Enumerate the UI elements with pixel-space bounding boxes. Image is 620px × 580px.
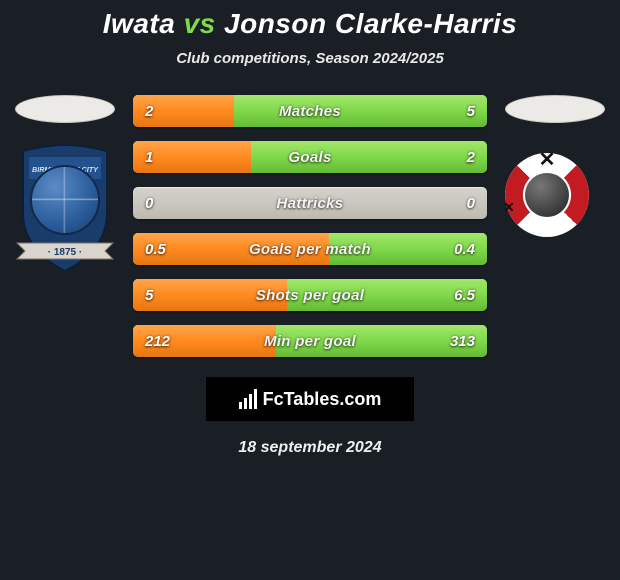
stat-bar: 2Matches5 xyxy=(133,95,487,127)
stat-label: Hattricks xyxy=(203,195,417,212)
football-icon xyxy=(525,173,569,217)
svg-text:· 1875 ·: · 1875 · xyxy=(48,247,82,258)
stat-label: Goals per match xyxy=(203,241,417,258)
stat-value-right: 6.5 xyxy=(417,287,487,304)
stats-column: 2Matches51Goals20Hattricks00.5Goals per … xyxy=(133,95,487,357)
comparison-title: Iwata vs Jonson Clarke-Harris xyxy=(0,8,620,40)
stat-label: Goals xyxy=(203,149,417,166)
brand-text: FcTables.com xyxy=(263,389,382,410)
right-nationality-flag xyxy=(505,95,605,123)
bar-chart-icon xyxy=(239,389,257,409)
stat-label: Matches xyxy=(203,103,417,120)
globe-icon xyxy=(30,165,100,235)
stat-value-left: 212 xyxy=(133,333,203,350)
stat-value-left: 2 xyxy=(133,103,203,120)
stat-value-right: 2 xyxy=(417,149,487,166)
comparison-date: 18 september 2024 xyxy=(0,439,620,457)
fctables-logo: FcTables.com xyxy=(206,377,414,421)
stat-value-left: 1 xyxy=(133,149,203,166)
stat-bar: 1Goals2 xyxy=(133,141,487,173)
stat-value-left: 0.5 xyxy=(133,241,203,258)
birmingham-city-badge: BIRMINGHAM CITY FOOTBALL CLUB · 1875 · xyxy=(15,143,115,273)
rotherham-united-badge: ✕ ✕ xyxy=(505,153,589,237)
stat-value-right: 0.4 xyxy=(417,241,487,258)
season-subtitle: Club competitions, Season 2024/2025 xyxy=(0,50,620,67)
stat-bar: 5Shots per goal6.5 xyxy=(133,279,487,311)
right-player-column: ✕ ✕ xyxy=(505,95,605,243)
stat-label: Min per goal xyxy=(203,333,417,350)
stat-bar: 0Hattricks0 xyxy=(133,187,487,219)
stat-value-left: 5 xyxy=(133,287,203,304)
stat-label: Shots per goal xyxy=(203,287,417,304)
player2-name: Jonson Clarke-Harris xyxy=(224,8,517,39)
right-club-badge: ✕ ✕ xyxy=(505,143,605,243)
windmill-small-icon: ✕ xyxy=(503,199,515,216)
windmill-icon: ✕ xyxy=(539,147,556,172)
player1-name: Iwata xyxy=(103,8,176,39)
vs-separator: vs xyxy=(184,8,216,39)
stat-bar: 0.5Goals per match0.4 xyxy=(133,233,487,265)
stat-value-right: 313 xyxy=(417,333,487,350)
stat-value-right: 5 xyxy=(417,103,487,120)
stat-bar: 212Min per goal313 xyxy=(133,325,487,357)
stat-value-left: 0 xyxy=(133,195,203,212)
left-nationality-flag xyxy=(15,95,115,123)
ribbon-icon: · 1875 · xyxy=(15,237,115,265)
left-club-badge: BIRMINGHAM CITY FOOTBALL CLUB · 1875 · xyxy=(15,143,115,273)
stat-value-right: 0 xyxy=(417,195,487,212)
left-player-column: BIRMINGHAM CITY FOOTBALL CLUB · 1875 · xyxy=(15,95,115,273)
